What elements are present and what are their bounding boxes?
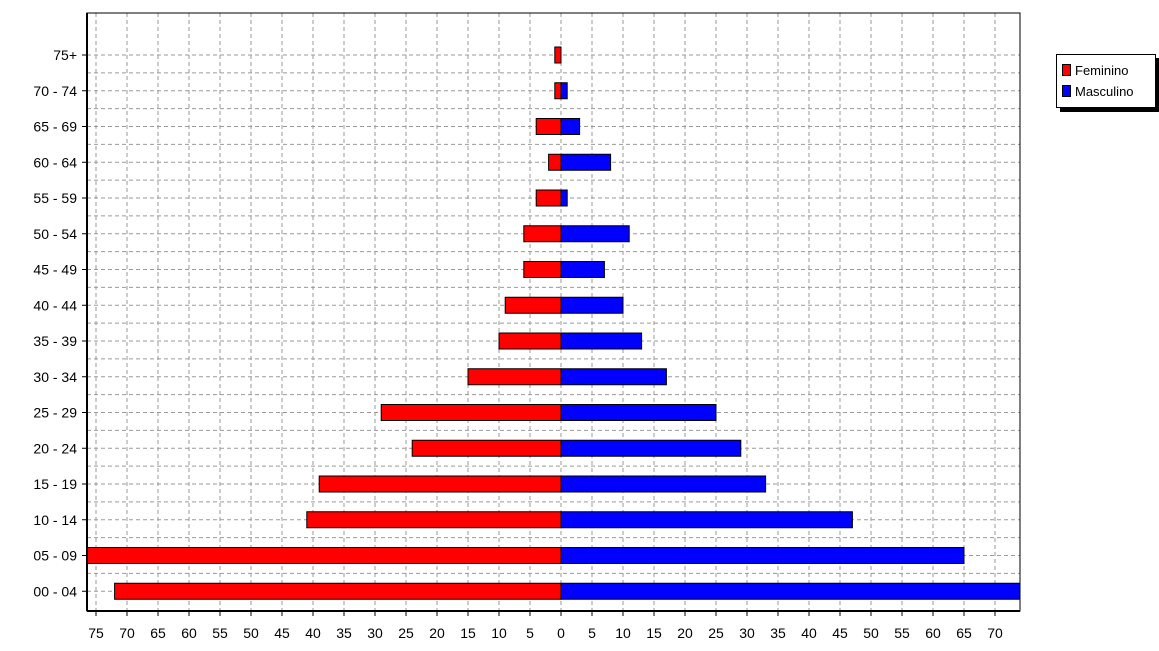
bar-masculino — [560, 261, 605, 278]
bar-masculino — [560, 439, 742, 457]
x-tick-label: 45 — [832, 625, 848, 641]
legend-label-masculino: Masculino — [1075, 83, 1134, 99]
x-tick-label: 40 — [305, 625, 321, 641]
legend-swatch-feminino — [1062, 64, 1071, 76]
bar-masculino — [560, 547, 965, 564]
legend-item-feminino: Feminino — [1062, 61, 1128, 79]
x-tick-label: 60 — [181, 625, 197, 641]
bar-feminino — [548, 153, 562, 171]
x-tick-label: 60 — [925, 625, 941, 641]
y-tick-label: 65 - 69 — [33, 119, 77, 135]
x-tick-label: 30 — [739, 625, 755, 641]
bar-feminino — [554, 82, 562, 100]
bar-feminino — [114, 582, 562, 600]
bar-masculino — [560, 511, 853, 529]
bar-feminino — [523, 261, 562, 278]
bar-masculino — [560, 582, 1021, 600]
x-tick-label: 5 — [526, 625, 534, 641]
legend: Feminino Masculino — [1056, 54, 1156, 108]
bar-masculino — [560, 404, 717, 421]
y-tick-label: 10 - 14 — [33, 512, 77, 528]
x-tick-label: 45 — [274, 625, 290, 641]
x-tick-label: 55 — [212, 625, 228, 641]
y-tick-label: 60 - 64 — [33, 154, 77, 170]
bar-masculino — [560, 332, 643, 350]
bars — [86, 46, 1021, 600]
x-tick-label: 50 — [243, 625, 259, 641]
legend-swatch-masculino — [1062, 85, 1071, 97]
x-tick-label: 25 — [708, 625, 724, 641]
y-tick-label: 70 - 74 — [33, 83, 77, 99]
bar-feminino — [498, 332, 562, 350]
bar-feminino — [411, 439, 562, 457]
bar-feminino — [306, 511, 562, 529]
x-tick-label: 30 — [367, 625, 383, 641]
y-tick-label: 15 - 19 — [33, 476, 77, 492]
y-tick-label: 45 - 49 — [33, 262, 77, 278]
y-tick-labels: 75+ 70 - 74 65 - 69 60 - 64 55 - 59 50 - 54 45… — [33, 47, 77, 599]
x-tick-label: 70 — [119, 625, 135, 641]
bar-masculino — [560, 118, 581, 135]
legend-item-masculino: Masculino — [1062, 82, 1134, 100]
x-tick-label: 10 — [615, 625, 631, 641]
bar-feminino — [523, 225, 562, 243]
legend-label-feminino: Feminino — [1075, 62, 1129, 78]
y-tick-label: 05 - 09 — [33, 548, 77, 564]
bar-masculino — [560, 189, 568, 207]
x-tick-label: 5 — [588, 625, 596, 641]
y-tick-label: 55 - 59 — [33, 190, 77, 206]
x-tick-label: 65 — [150, 625, 166, 641]
x-tick-label: 20 — [677, 625, 693, 641]
x-tick-labels: 75 70 65 60 55 50 45 40 35 30 25 20 15 10 5 0 5 10 15 20 25 3… — [88, 625, 1003, 641]
bar-feminino — [467, 368, 562, 386]
x-tick-label: 0 — [557, 625, 565, 641]
x-tick-label: 35 — [770, 625, 786, 641]
x-tick-label: 70 — [987, 625, 1003, 641]
bar-masculino — [560, 368, 667, 386]
x-tick-label: 65 — [956, 625, 972, 641]
bar-masculino — [560, 153, 612, 171]
bar-masculino — [560, 225, 630, 243]
y-tick-label: 35 - 39 — [33, 333, 77, 349]
y-tick-label: 20 - 24 — [33, 440, 77, 456]
y-tick-label: 25 - 29 — [33, 405, 77, 421]
y-tick-label: 75+ — [53, 47, 77, 63]
x-tick-label: 55 — [894, 625, 910, 641]
bar-feminino — [554, 46, 562, 64]
x-tick-label: 15 — [460, 625, 476, 641]
bar-masculino — [560, 475, 767, 493]
x-tick-label: 50 — [863, 625, 879, 641]
y-tick-label: 00 - 04 — [33, 583, 77, 599]
bar-feminino — [535, 189, 562, 207]
bar-feminino — [380, 404, 562, 421]
x-tick-label: 25 — [398, 625, 414, 641]
bar-feminino — [504, 296, 562, 314]
y-tick-label: 50 - 54 — [33, 226, 77, 242]
x-tick-label: 15 — [646, 625, 662, 641]
x-tick-label: 75 — [88, 625, 104, 641]
axes — [82, 12, 1021, 616]
bar-feminino — [535, 118, 562, 135]
x-tick-label: 20 — [429, 625, 445, 641]
x-tick-label: 35 — [336, 625, 352, 641]
x-tick-label: 40 — [801, 625, 817, 641]
bar-masculino — [560, 82, 568, 100]
bar-feminino — [86, 547, 562, 564]
bar-feminino — [318, 475, 562, 493]
x-tick-label: 10 — [491, 625, 507, 641]
y-tick-label: 40 - 44 — [33, 297, 77, 313]
y-tick-label: 30 - 34 — [33, 369, 77, 385]
bar-masculino — [560, 296, 624, 314]
